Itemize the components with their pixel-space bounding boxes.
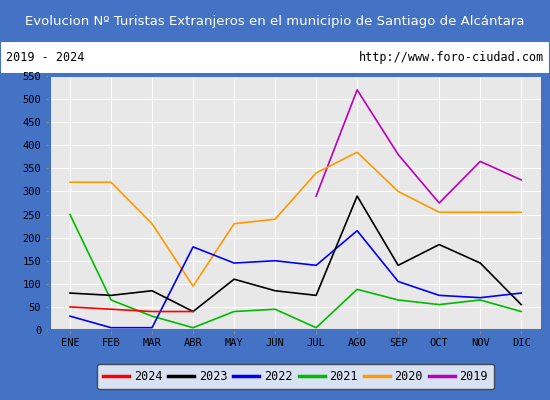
Text: 2019 - 2024: 2019 - 2024 xyxy=(6,51,84,64)
Text: Evolucion Nº Turistas Extranjeros en el municipio de Santiago de Alcántara: Evolucion Nº Turistas Extranjeros en el … xyxy=(25,14,525,28)
Text: http://www.foro-ciudad.com: http://www.foro-ciudad.com xyxy=(359,51,544,64)
Legend: 2024, 2023, 2022, 2021, 2020, 2019: 2024, 2023, 2022, 2021, 2020, 2019 xyxy=(97,364,494,389)
